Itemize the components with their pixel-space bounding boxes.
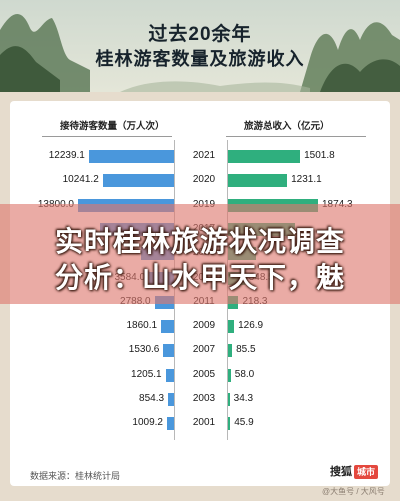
watermark: @大鱼号 / 大风号 [322, 487, 385, 496]
right-value-label: 58.0 [234, 368, 255, 380]
karst-scenery-illustration [0, 0, 400, 92]
left-value-label: 1009.2 [132, 417, 163, 429]
left-bar [165, 368, 174, 382]
chart-row: 1530.6 2007 85.5 [0, 342, 400, 358]
left-bar [88, 150, 174, 163]
data-source: 数据来源：桂林统计局 [30, 469, 120, 482]
year-label: 2003 [192, 393, 216, 404]
right-value-label: 1231.1 [291, 174, 322, 186]
year-label: 2020 [192, 174, 216, 186]
header-banner: 过去20余年 桂林游客数量及旅游收入 [0, 0, 400, 92]
right-bar [228, 344, 233, 358]
left-value-label: 1530.6 [128, 344, 160, 356]
left-bar [168, 393, 174, 406]
right-header-rule [226, 136, 366, 137]
right-series-header: 旅游总收入（亿元） [244, 121, 330, 132]
left-value-label: 1860.1 [126, 320, 158, 332]
left-bar [102, 174, 174, 188]
left-bar [166, 417, 174, 431]
title-line-1: 过去20余年 [148, 24, 252, 45]
brand-badge: 城市 [354, 465, 379, 479]
chart-row: 10241.2 2020 1231.1 [0, 172, 400, 188]
overlay-band [0, 204, 400, 304]
left-value-label: 10241.2 [62, 174, 99, 186]
right-bar [228, 417, 231, 431]
chart-row: 1009.2 2001 45.9 [0, 415, 400, 431]
chart-row: 1860.1 2009 126.9 [0, 318, 400, 334]
year-label: 2001 [192, 417, 216, 429]
left-value-label: 854.3 [139, 393, 165, 404]
source-name: 桂林统计局 [75, 471, 121, 481]
overlay-caption-line-1: 实时桂林旅游状况调查 [54, 226, 345, 257]
chart-row: 1205.1 2005 58.0 [0, 367, 400, 383]
left-value-label: 12239.1 [48, 150, 85, 161]
right-value-label: 34.3 [233, 393, 254, 404]
title-line-2: 桂林游客数量及旅游收入 [95, 49, 305, 69]
left-series-header: 接待游客数量（万人次） [60, 121, 165, 132]
chart-row: 854.3 2003 34.3 [0, 391, 400, 407]
right-value-label: 126.9 [238, 320, 264, 332]
left-bar [163, 344, 174, 358]
source-prefix: 数据来源： [30, 471, 76, 481]
right-value-label: 85.5 [236, 344, 256, 356]
year-label: 2021 [192, 150, 216, 161]
right-bar [228, 150, 301, 163]
chart-row: 12239.1 2021 1501.8 [0, 148, 400, 164]
right-bar [228, 368, 231, 382]
right-bar [228, 320, 235, 334]
left-header-rule [42, 136, 172, 137]
brand-logo: 搜狐 城市 [330, 464, 379, 480]
right-value-label: 45.9 [234, 417, 254, 429]
left-value-label: 1205.1 [131, 368, 162, 380]
year-label: 2005 [192, 368, 216, 380]
brand-name: 搜狐 [330, 466, 352, 478]
overlay-caption-line-2: 分析：山水甲天下，魅 [54, 262, 345, 293]
year-label: 2007 [192, 344, 216, 356]
right-bar [228, 174, 288, 188]
year-label: 2009 [192, 320, 216, 332]
left-bar [161, 320, 174, 334]
right-value-label: 1501.8 [304, 150, 335, 161]
right-bar [228, 393, 230, 406]
